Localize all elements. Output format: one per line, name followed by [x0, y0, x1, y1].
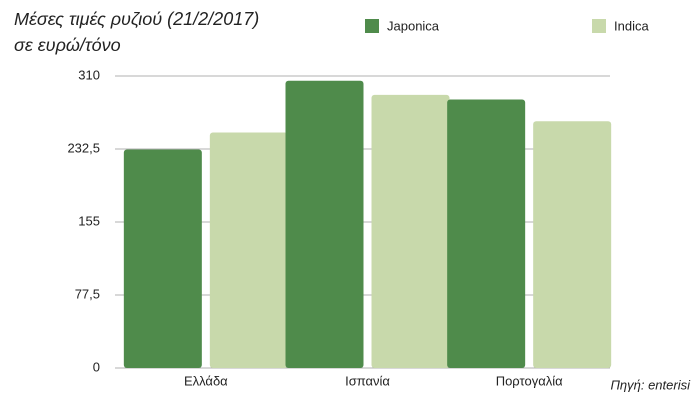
legend-label: Indica	[614, 18, 649, 33]
y-tick-label: 155	[78, 213, 100, 228]
bar	[447, 99, 526, 368]
legend-swatch	[592, 19, 606, 33]
y-tick-label: 310	[78, 67, 100, 82]
x-tick-label: Ισπανία	[345, 373, 390, 388]
bar	[533, 121, 612, 368]
source-note: Πηγή: enterisi	[611, 377, 692, 392]
y-tick-label: 232,5	[67, 140, 100, 155]
bar	[123, 149, 202, 368]
chart-title: Μέσες τιμές ρυζιού (21/2/2017)	[14, 9, 259, 29]
chart-subtitle: σε ευρώ/τόνο	[14, 35, 121, 55]
y-tick-label: 77,5	[75, 286, 100, 301]
legend-swatch	[365, 19, 379, 33]
bar	[371, 94, 450, 368]
x-tick-label: Ελλάδα	[184, 373, 228, 388]
y-tick-label: 0	[93, 359, 100, 374]
bar	[285, 80, 364, 368]
legend-label: Japonica	[387, 18, 440, 33]
x-tick-label: Πορτογαλία	[496, 373, 563, 388]
bar	[209, 132, 288, 368]
